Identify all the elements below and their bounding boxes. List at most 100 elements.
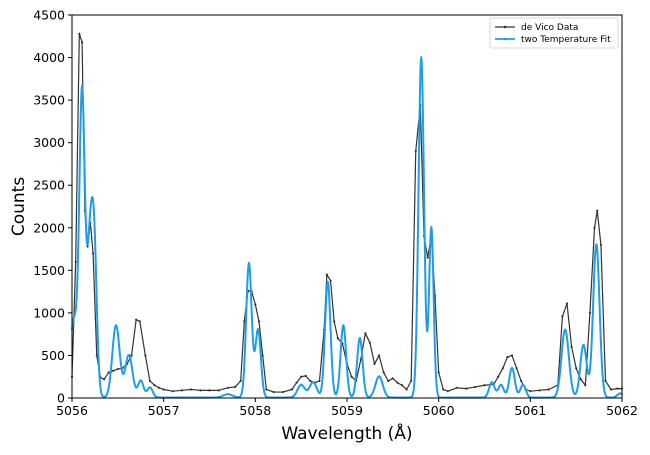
data-point — [157, 386, 161, 389]
fit-point — [230, 394, 233, 396]
x-tick-label: 5057 — [148, 403, 180, 418]
fit-point — [118, 350, 121, 353]
fit-point — [126, 358, 128, 361]
fit-point — [232, 395, 235, 397]
fit-point — [366, 394, 369, 397]
fit-point — [492, 384, 495, 386]
fit-point — [248, 268, 251, 271]
legend-box — [489, 17, 619, 49]
fit-point — [613, 396, 616, 398]
fit-point — [122, 373, 125, 375]
fit-point — [375, 380, 378, 383]
fit-point — [351, 394, 354, 397]
legend-marker-de-vico-data — [503, 25, 507, 29]
data-point — [295, 381, 298, 384]
fit-point — [107, 386, 110, 389]
series-line-de-vico-data — [71, 33, 622, 393]
fit-point — [566, 336, 568, 339]
data-point — [359, 358, 362, 361]
fit-point — [127, 353, 130, 356]
fit-point — [597, 266, 600, 269]
data-point — [261, 354, 264, 357]
fit-point — [362, 372, 365, 374]
y-tick-label: 4000 — [33, 50, 65, 65]
fit-point — [520, 386, 523, 389]
fit-point — [380, 380, 383, 383]
fit-point — [578, 369, 581, 371]
y-tick-label: 3500 — [33, 93, 65, 108]
fit-point — [258, 332, 260, 334]
fit-point — [142, 385, 145, 388]
plot-frame — [71, 14, 623, 399]
data-point — [497, 375, 500, 378]
fit-point — [573, 392, 576, 395]
fit-point — [93, 211, 95, 214]
y-tick-label: 0 — [57, 391, 65, 406]
fit-point — [129, 359, 132, 361]
data-point — [86, 245, 89, 248]
fit-point — [245, 315, 248, 317]
fit-point — [589, 357, 592, 360]
fit-point — [252, 346, 255, 348]
fit-point — [516, 390, 519, 393]
data-point — [561, 315, 564, 318]
fit-point — [615, 394, 618, 397]
fit-point — [327, 287, 330, 289]
fit-point — [379, 376, 381, 378]
data-point — [102, 378, 106, 381]
data-point — [190, 388, 193, 391]
fit-point — [556, 387, 559, 390]
data-point — [112, 369, 115, 372]
fit-point — [309, 384, 312, 387]
fit-point — [96, 332, 99, 335]
y-tick-label: 1000 — [33, 305, 65, 320]
data-point — [336, 337, 339, 340]
data-point — [609, 388, 613, 391]
x-tick-label: 5062 — [606, 403, 638, 418]
fit-point — [296, 388, 299, 391]
fit-point — [292, 394, 295, 397]
fit-point — [514, 384, 517, 386]
legend-label-two-temperature-fit: two Temperature Fit — [521, 35, 611, 45]
fit-point — [78, 188, 81, 191]
fit-point — [584, 351, 587, 354]
fit-point — [373, 386, 376, 389]
fit-point — [619, 392, 622, 395]
fit-point — [498, 386, 501, 388]
data-point — [437, 371, 440, 374]
fit-point — [364, 388, 367, 391]
fit-point — [518, 390, 521, 393]
fit-point — [591, 316, 594, 318]
fit-point — [582, 343, 585, 346]
fit-point — [571, 387, 574, 390]
legend-marker-two-temperature-fit — [503, 37, 507, 41]
fit-point — [512, 372, 515, 375]
data-point — [400, 384, 404, 387]
data-point — [396, 381, 399, 384]
data-point — [254, 303, 257, 306]
data-point — [265, 388, 268, 391]
fit-point — [360, 348, 363, 351]
fit-point — [331, 367, 334, 370]
fit-point — [426, 326, 429, 329]
fit-point — [83, 180, 86, 182]
fit-point — [522, 383, 524, 386]
fit-point — [430, 226, 433, 228]
fit-point — [322, 367, 325, 370]
y-tick-label: 500 — [41, 348, 65, 363]
fit-point — [223, 394, 226, 396]
data-point — [333, 320, 336, 323]
fit-point — [505, 390, 508, 393]
data-point — [199, 389, 202, 392]
fit-point — [602, 385, 605, 388]
data-point — [579, 378, 582, 381]
fit-point — [346, 366, 348, 369]
fit-point — [555, 393, 557, 396]
fit-point — [259, 355, 262, 358]
fit-point — [487, 390, 490, 393]
fit-point — [265, 395, 268, 398]
data-point — [239, 379, 242, 383]
fit-point — [113, 332, 116, 335]
data-point — [153, 384, 156, 387]
fit-point — [435, 387, 438, 389]
